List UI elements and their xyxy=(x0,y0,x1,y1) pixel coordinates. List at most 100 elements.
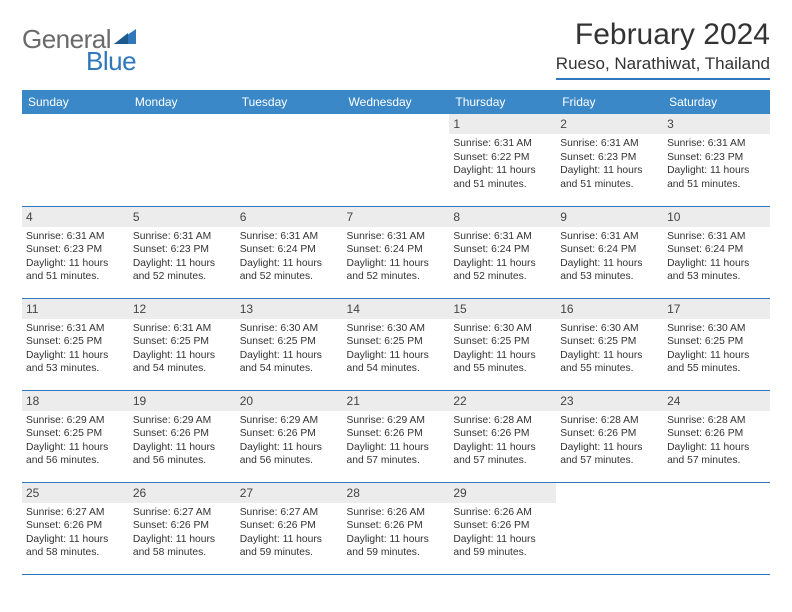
calendar-cell: 2 Sunrise: 6:31 AMSunset: 6:23 PMDaylight… xyxy=(556,114,663,206)
calendar-row: 25Sunrise: 6:27 AMSunset: 6:26 PMDayligh… xyxy=(22,482,770,574)
weekday-header: Tuesday xyxy=(236,90,343,114)
day-details: Sunrise: 6:29 AMSunset: 6:26 PMDaylight:… xyxy=(133,414,232,468)
calendar-cell: 26Sunrise: 6:27 AMSunset: 6:26 PMDayligh… xyxy=(129,482,236,574)
day-number: 13 xyxy=(236,299,343,319)
calendar-cell: 20 Sunrise: 6:29 AMSunset: 6:26 PMDayligh… xyxy=(236,390,343,482)
calendar-cell: 6 Sunrise: 6:31 AMSunset: 6:24 PMDaylight… xyxy=(236,206,343,298)
day-number: 27 xyxy=(236,483,343,503)
calendar-cell: 3 Sunrise: 6:31 AMSunset: 6:23 PMDaylight… xyxy=(663,114,770,206)
day-details: Sunrise: 6:31 AMSunset: 6:24 PMDaylight:… xyxy=(347,230,446,284)
calendar-cell: 9 Sunrise: 6:31 AMSunset: 6:24 PMDaylight… xyxy=(556,206,663,298)
title-block: February 2024 Rueso, Narathiwat, Thailan… xyxy=(556,18,770,80)
day-number: 18 xyxy=(22,391,129,411)
calendar-cell: 24Sunrise: 6:28 AMSunset: 6:26 PMDayligh… xyxy=(663,390,770,482)
day-number: 19 xyxy=(129,391,236,411)
calendar-cell: 1 Sunrise: 6:31 AMSunset: 6:22 PMDaylight… xyxy=(449,114,556,206)
calendar-cell: 14 Sunrise: 6:30 AMSunset: 6:25 PMDayligh… xyxy=(343,298,450,390)
day-details: Sunrise: 6:31 AMSunset: 6:25 PMDaylight:… xyxy=(26,322,125,376)
weekday-header: Saturday xyxy=(663,90,770,114)
calendar-cell: 11 Sunrise: 6:31 AMSunset: 6:25 PMDayligh… xyxy=(22,298,129,390)
calendar-cell: 18 Sunrise: 6:29 AMSunset: 6:25 PMDayligh… xyxy=(22,390,129,482)
day-details: Sunrise: 6:31 AMSunset: 6:24 PMDaylight:… xyxy=(667,230,766,284)
day-details: Sunrise: 6:26 AMSunset: 6:26 PMDaylight:… xyxy=(453,506,552,560)
weekday-header: Wednesday xyxy=(343,90,450,114)
calendar-cell: 4 Sunrise: 6:31 AMSunset: 6:23 PMDaylight… xyxy=(22,206,129,298)
day-details: Sunrise: 6:31 AMSunset: 6:23 PMDaylight:… xyxy=(133,230,232,284)
weekday-header: Monday xyxy=(129,90,236,114)
day-details: Sunrise: 6:30 AMSunset: 6:25 PMDaylight:… xyxy=(347,322,446,376)
calendar-row: 11Sunrise: 6:31 AMSunset: 6:25 PMDayligh… xyxy=(22,298,770,390)
calendar-cell xyxy=(343,114,450,206)
day-number: 3 xyxy=(663,114,770,134)
day-details: Sunrise: 6:29 AMSunset: 6:26 PMDaylight:… xyxy=(240,414,339,468)
day-number: 20 xyxy=(236,391,343,411)
calendar-table: SundayMondayTuesdayWednesdayThursdayFrid… xyxy=(22,90,770,575)
day-number: 11 xyxy=(22,299,129,319)
day-details: Sunrise: 6:29 AMSunset: 6:26 PMDaylight:… xyxy=(347,414,446,468)
title-divider xyxy=(556,78,770,80)
day-details: Sunrise: 6:31 AMSunset: 6:24 PMDaylight:… xyxy=(453,230,552,284)
day-number: 4 xyxy=(22,207,129,227)
calendar-cell: 8 Sunrise: 6:31 AMSunset: 6:24 PMDaylight… xyxy=(449,206,556,298)
day-number: 28 xyxy=(343,483,450,503)
calendar-cell: 21 Sunrise: 6:29 AMSunset: 6:26 PMDayligh… xyxy=(343,390,450,482)
day-details: Sunrise: 6:31 AMSunset: 6:22 PMDaylight:… xyxy=(453,137,552,191)
weekday-header-row: SundayMondayTuesdayWednesdayThursdayFrid… xyxy=(22,90,770,114)
day-details: Sunrise: 6:31 AMSunset: 6:23 PMDaylight:… xyxy=(560,137,659,191)
day-number: 5 xyxy=(129,207,236,227)
day-details: Sunrise: 6:30 AMSunset: 6:25 PMDaylight:… xyxy=(560,322,659,376)
day-details: Sunrise: 6:30 AMSunset: 6:25 PMDaylight:… xyxy=(667,322,766,376)
day-number: 1 xyxy=(449,114,556,134)
location: Rueso, Narathiwat, Thailand xyxy=(556,54,770,74)
day-details: Sunrise: 6:27 AMSunset: 6:26 PMDaylight:… xyxy=(133,506,232,560)
weekday-header: Sunday xyxy=(22,90,129,114)
calendar-cell: 23Sunrise: 6:28 AMSunset: 6:26 PMDayligh… xyxy=(556,390,663,482)
weekday-header: Thursday xyxy=(449,90,556,114)
day-details: Sunrise: 6:31 AMSunset: 6:24 PMDaylight:… xyxy=(560,230,659,284)
calendar-cell xyxy=(663,482,770,574)
calendar-cell xyxy=(236,114,343,206)
calendar-cell xyxy=(556,482,663,574)
day-number: 15 xyxy=(449,299,556,319)
day-details: Sunrise: 6:27 AMSunset: 6:26 PMDaylight:… xyxy=(240,506,339,560)
day-details: Sunrise: 6:31 AMSunset: 6:23 PMDaylight:… xyxy=(26,230,125,284)
weekday-header: Friday xyxy=(556,90,663,114)
day-details: Sunrise: 6:27 AMSunset: 6:26 PMDaylight:… xyxy=(26,506,125,560)
calendar-cell xyxy=(22,114,129,206)
day-number: 14 xyxy=(343,299,450,319)
day-details: Sunrise: 6:31 AMSunset: 6:25 PMDaylight:… xyxy=(133,322,232,376)
day-number: 22 xyxy=(449,391,556,411)
day-details: Sunrise: 6:28 AMSunset: 6:26 PMDaylight:… xyxy=(453,414,552,468)
calendar-cell: 7 Sunrise: 6:31 AMSunset: 6:24 PMDaylight… xyxy=(343,206,450,298)
day-details: Sunrise: 6:31 AMSunset: 6:23 PMDaylight:… xyxy=(667,137,766,191)
calendar-body: 1 Sunrise: 6:31 AMSunset: 6:22 PMDaylight… xyxy=(22,114,770,574)
calendar-cell: 10 Sunrise: 6:31 AMSunset: 6:24 PMDayligh… xyxy=(663,206,770,298)
day-number: 6 xyxy=(236,207,343,227)
calendar-cell: 28Sunrise: 6:26 AMSunset: 6:26 PMDayligh… xyxy=(343,482,450,574)
day-details: Sunrise: 6:29 AMSunset: 6:25 PMDaylight:… xyxy=(26,414,125,468)
calendar-row: 1 Sunrise: 6:31 AMSunset: 6:22 PMDaylight… xyxy=(22,114,770,206)
calendar-row: 4Sunrise: 6:31 AMSunset: 6:23 PMDaylight… xyxy=(22,206,770,298)
day-details: Sunrise: 6:28 AMSunset: 6:26 PMDaylight:… xyxy=(667,414,766,468)
day-number: 9 xyxy=(556,207,663,227)
calendar-row: 18 Sunrise: 6:29 AMSunset: 6:25 PMDayligh… xyxy=(22,390,770,482)
day-details: Sunrise: 6:30 AMSunset: 6:25 PMDaylight:… xyxy=(453,322,552,376)
day-details: Sunrise: 6:31 AMSunset: 6:24 PMDaylight:… xyxy=(240,230,339,284)
day-number: 8 xyxy=(449,207,556,227)
calendar-cell: 17 Sunrise: 6:30 AMSunset: 6:25 PMDayligh… xyxy=(663,298,770,390)
day-number: 21 xyxy=(343,391,450,411)
day-number: 7 xyxy=(343,207,450,227)
day-number: 2 xyxy=(556,114,663,134)
calendar-cell: 25 Sunrise: 6:27 AMSunset: 6:26 PMDayligh… xyxy=(22,482,129,574)
logo-text-blue: Blue xyxy=(86,46,136,76)
day-number: 17 xyxy=(663,299,770,319)
day-number: 16 xyxy=(556,299,663,319)
calendar-cell: 13Sunrise: 6:30 AMSunset: 6:25 PMDayligh… xyxy=(236,298,343,390)
calendar-cell: 15 Sunrise: 6:30 AMSunset: 6:25 PMDayligh… xyxy=(449,298,556,390)
day-number: 25 xyxy=(22,483,129,503)
calendar-cell: 5 Sunrise: 6:31 AMSunset: 6:23 PMDaylight… xyxy=(129,206,236,298)
calendar-cell: 22 Sunrise: 6:28 AMSunset: 6:26 PMDayligh… xyxy=(449,390,556,482)
day-number: 29 xyxy=(449,483,556,503)
day-number: 10 xyxy=(663,207,770,227)
day-details: Sunrise: 6:28 AMSunset: 6:26 PMDaylight:… xyxy=(560,414,659,468)
